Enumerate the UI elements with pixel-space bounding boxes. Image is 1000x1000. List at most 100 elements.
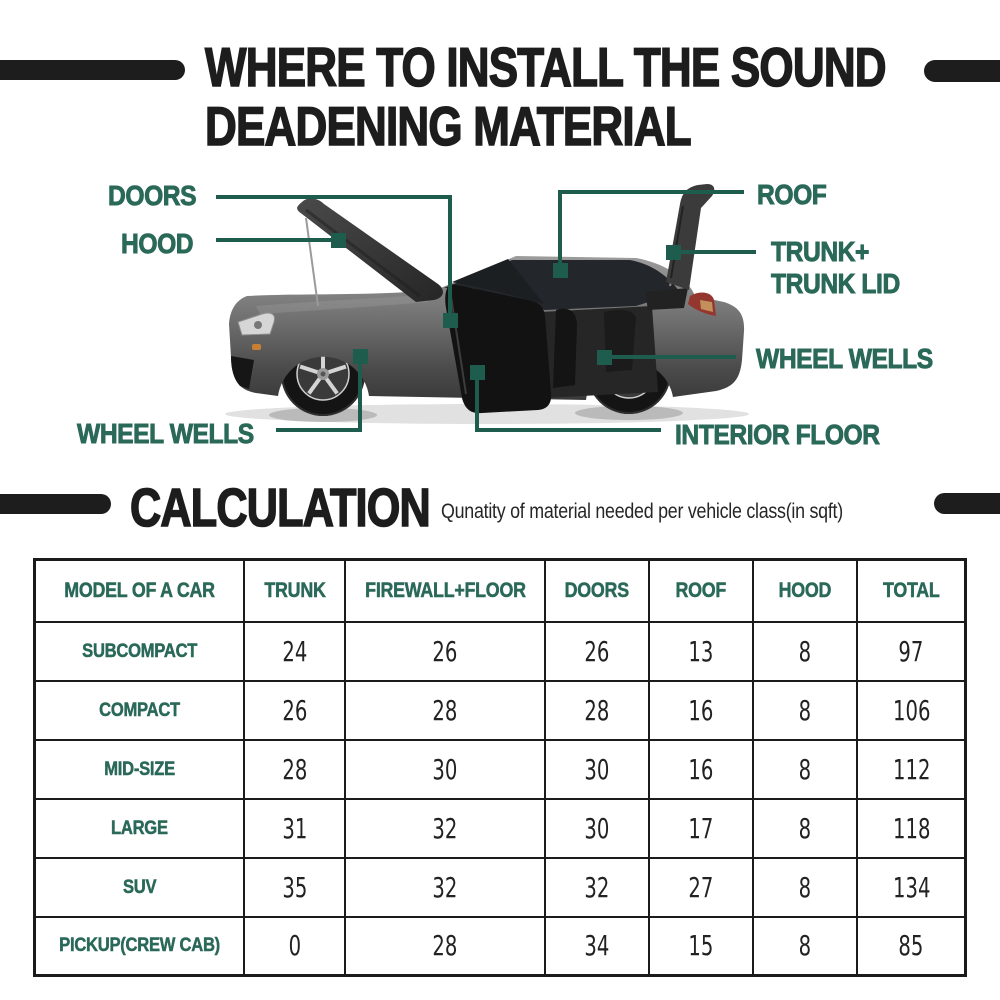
row-label: PICKUP(CREW CAB)	[33, 915, 245, 977]
calculation-title-text: CALCULATION	[129, 477, 431, 539]
wheel-wells-left-label: WHEEL WELLS	[77, 418, 278, 450]
doors-label: DOORS	[108, 180, 208, 212]
calculation-right-bar	[934, 493, 1000, 514]
cell-firewall-floor: 30	[344, 738, 546, 800]
hood-label: HOOD	[121, 228, 203, 260]
cell-hood: 8	[752, 620, 859, 682]
table-row-large: LARGE 31 32 30 17 8 118	[33, 797, 967, 859]
cell-total: 97	[856, 620, 967, 682]
cell-roof: 17	[647, 797, 755, 859]
table-row-suv: SUV 35 32 32 27 8 134	[33, 856, 967, 918]
row-label: COMPACT	[33, 679, 245, 741]
connector-lines	[216, 190, 756, 432]
calculation-left-bar	[0, 494, 111, 514]
cell-firewall-floor: 28	[344, 915, 546, 977]
wheel-wells-right-label: WHEEL WELLS	[756, 343, 957, 375]
title-right-bar	[924, 60, 1000, 82]
cell-trunk: 31	[242, 797, 347, 859]
column-header-doors: DOORS	[543, 558, 650, 623]
page-title: WHERE TO INSTALL THE SOUND DEADENING MAT…	[204, 36, 1000, 157]
column-header-total: TOTAL	[856, 558, 967, 623]
table-row-subcompact: SUBCOMPACT 24 26 26 13 8 97	[33, 620, 967, 682]
hood-marker	[331, 233, 346, 248]
column-header-roof: ROOF	[647, 558, 755, 623]
page-title-line2: DEADENING MATERIAL	[204, 94, 692, 157]
car-diagram	[216, 184, 756, 432]
cell-firewall-floor: 28	[344, 679, 546, 741]
interior-floor-label: INTERIOR FLOOR	[675, 419, 908, 451]
cell-roof: 27	[647, 856, 755, 918]
cell-trunk: 35	[242, 856, 347, 918]
trunk-label-line1: TRUNK+	[771, 236, 870, 268]
wheel-wells-left-label-text: WHEEL WELLS	[77, 418, 255, 450]
cell-doors: 30	[543, 797, 650, 859]
cell-hood: 8	[752, 679, 859, 741]
hood-label-text: HOOD	[121, 228, 194, 260]
cell-total: 118	[856, 797, 967, 859]
connector-markers	[331, 233, 681, 380]
row-label: MID-SIZE	[33, 738, 245, 800]
cell-hood: 8	[752, 856, 859, 918]
table-row-compact: COMPACT 26 28 28 16 8 106	[33, 679, 967, 741]
wheel-wells-left-connector-line	[276, 356, 362, 432]
cell-doors: 34	[543, 915, 650, 977]
cell-roof: 16	[647, 679, 755, 741]
roof-connector-line	[558, 190, 744, 264]
cell-firewall-floor: 32	[344, 797, 546, 859]
cell-roof: 15	[647, 915, 755, 977]
cell-doors: 30	[543, 738, 650, 800]
open-trunk-lid	[666, 184, 715, 290]
table-header-row: MODEL OF A CAR TRUNK FIREWALL+FLOOR DOOR…	[33, 558, 967, 623]
page-title-line1: WHERE TO INSTALL THE SOUND	[204, 36, 887, 98]
front-intake	[231, 356, 254, 389]
wheel-wells-left-marker	[353, 349, 368, 364]
title-left-bar	[0, 60, 185, 80]
column-header-trunk: TRUNK	[242, 558, 347, 623]
table-row-pickup: PICKUP(CREW CAB) 0 28 34 15 8 85	[33, 915, 967, 977]
cell-firewall-floor: 26	[344, 620, 546, 682]
calculation-title: CALCULATION	[129, 477, 505, 539]
calculation-subtitle: Qunatity of material needed per vehicle …	[441, 500, 914, 524]
cell-hood: 8	[752, 797, 859, 859]
front-wheel	[281, 332, 365, 416]
row-label: SUV	[33, 856, 245, 918]
trunk-marker	[666, 245, 681, 260]
column-header-hood: HOOD	[752, 558, 859, 623]
front-seat	[553, 308, 577, 388]
doors-marker	[443, 313, 458, 328]
cell-roof: 16	[647, 738, 755, 800]
doors-label-text: DOORS	[108, 180, 197, 212]
cell-trunk: 26	[242, 679, 347, 741]
row-label: LARGE	[33, 797, 245, 859]
column-header-firewall-floor: FIREWALL+FLOOR	[344, 558, 546, 623]
roof-label-text: ROOF	[757, 179, 828, 211]
roof-label: ROOF	[757, 179, 836, 211]
cell-doors: 28	[543, 679, 650, 741]
calculation-table: MODEL OF A CAR TRUNK FIREWALL+FLOOR DOOR…	[33, 558, 967, 977]
cell-hood: 8	[752, 738, 859, 800]
cell-total: 112	[856, 738, 967, 800]
cell-trunk: 24	[242, 620, 347, 682]
doors-connector-line	[216, 195, 452, 314]
cell-total: 85	[856, 915, 967, 977]
trunk-label-line2: TRUNK LID	[771, 268, 901, 300]
open-door	[445, 259, 552, 414]
wheel-wells-right-marker	[597, 350, 612, 365]
trunk-label: TRUNK+ TRUNK LID	[771, 236, 917, 300]
cell-trunk: 28	[242, 738, 347, 800]
wheel-wells-right-label-text: WHEEL WELLS	[756, 343, 934, 375]
cell-hood: 8	[752, 915, 859, 977]
cell-trunk: 0	[242, 915, 347, 977]
side-reflector	[252, 344, 261, 350]
interior-floor-marker	[470, 365, 485, 380]
table-row-mid-size: MID-SIZE 28 30 30 16 8 112	[33, 738, 967, 800]
column-header-model: MODEL OF A CAR	[33, 558, 245, 623]
cell-firewall-floor: 32	[344, 856, 546, 918]
calculation-subtitle-text: Qunatity of material needed per vehicle …	[441, 500, 843, 523]
cell-doors: 32	[543, 856, 650, 918]
interior-floor-label-text: INTERIOR FLOOR	[675, 419, 881, 451]
cell-total: 134	[856, 856, 967, 918]
cell-roof: 13	[647, 620, 755, 682]
cell-total: 106	[856, 679, 967, 741]
